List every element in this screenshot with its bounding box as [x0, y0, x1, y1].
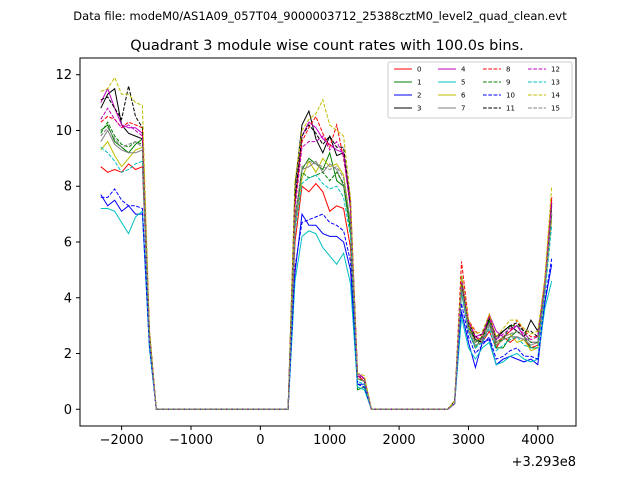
- x-tick-label: 3000: [452, 433, 485, 448]
- legend-label-4: 4: [461, 66, 466, 74]
- legend-label-15: 15: [551, 105, 560, 113]
- series-line-6: [100, 140, 553, 410]
- legend-label-0: 0: [417, 66, 421, 74]
- legend-label-3: 3: [417, 105, 421, 113]
- series-line-12: [100, 107, 553, 410]
- series-line-3: [100, 87, 553, 410]
- x-tick-label: 1000: [313, 433, 346, 448]
- legend-label-11: 11: [506, 105, 515, 113]
- x-tick-label: 0: [256, 433, 264, 448]
- y-tick-label: 0: [64, 403, 72, 418]
- legend-label-1: 1: [417, 79, 421, 87]
- x-tick-label: 2000: [383, 433, 416, 448]
- series-line-7: [100, 129, 553, 410]
- series-line-15: [100, 126, 553, 410]
- legend-label-2: 2: [417, 92, 421, 100]
- legend-label-13: 13: [551, 79, 560, 87]
- series-line-9: [100, 121, 553, 410]
- y-axis: 0 2 4 6 8 10 12: [55, 68, 80, 418]
- legend-label-6: 6: [461, 92, 466, 100]
- chart-title: Quadrant 3 module wise count rates with …: [130, 38, 524, 54]
- legend-label-7: 7: [461, 105, 465, 113]
- y-tick-label: 2: [64, 347, 72, 362]
- x-axis: −2000 −1000 0 1000 2000 3000 4000: [100, 426, 554, 448]
- y-tick-label: 10: [55, 124, 72, 139]
- legend-label-14: 14: [551, 92, 560, 100]
- y-tick-label: 8: [64, 180, 72, 195]
- x-tick-label: −2000: [100, 433, 144, 448]
- legend-label-12: 12: [551, 66, 560, 74]
- x-tick-label: −1000: [169, 433, 213, 448]
- series-line-13: [100, 146, 553, 410]
- y-tick-label: 6: [64, 236, 72, 251]
- legend-label-8: 8: [506, 66, 510, 74]
- series-line-11: [100, 85, 553, 410]
- legend-box: [387, 61, 573, 119]
- y-tick-label: 12: [55, 68, 72, 83]
- series-line-5: [100, 208, 553, 410]
- series-line-2: [100, 194, 553, 410]
- legend-label-5: 5: [461, 79, 465, 87]
- series-line-10: [100, 188, 553, 410]
- legend-label-9: 9: [506, 79, 510, 87]
- x-tick-label: 4000: [521, 433, 554, 448]
- x-offset-label: +3.293e8: [512, 455, 576, 470]
- chart-suptitle: Data file: modeM0/AS1A09_057T04_90000037…: [73, 9, 567, 23]
- legend-label-10: 10: [506, 92, 515, 100]
- series-line-0: [100, 163, 553, 410]
- y-tick-label: 4: [64, 291, 72, 306]
- plot-lines: [100, 76, 553, 410]
- series-line-14: [100, 76, 553, 410]
- series-line-4: [100, 87, 553, 410]
